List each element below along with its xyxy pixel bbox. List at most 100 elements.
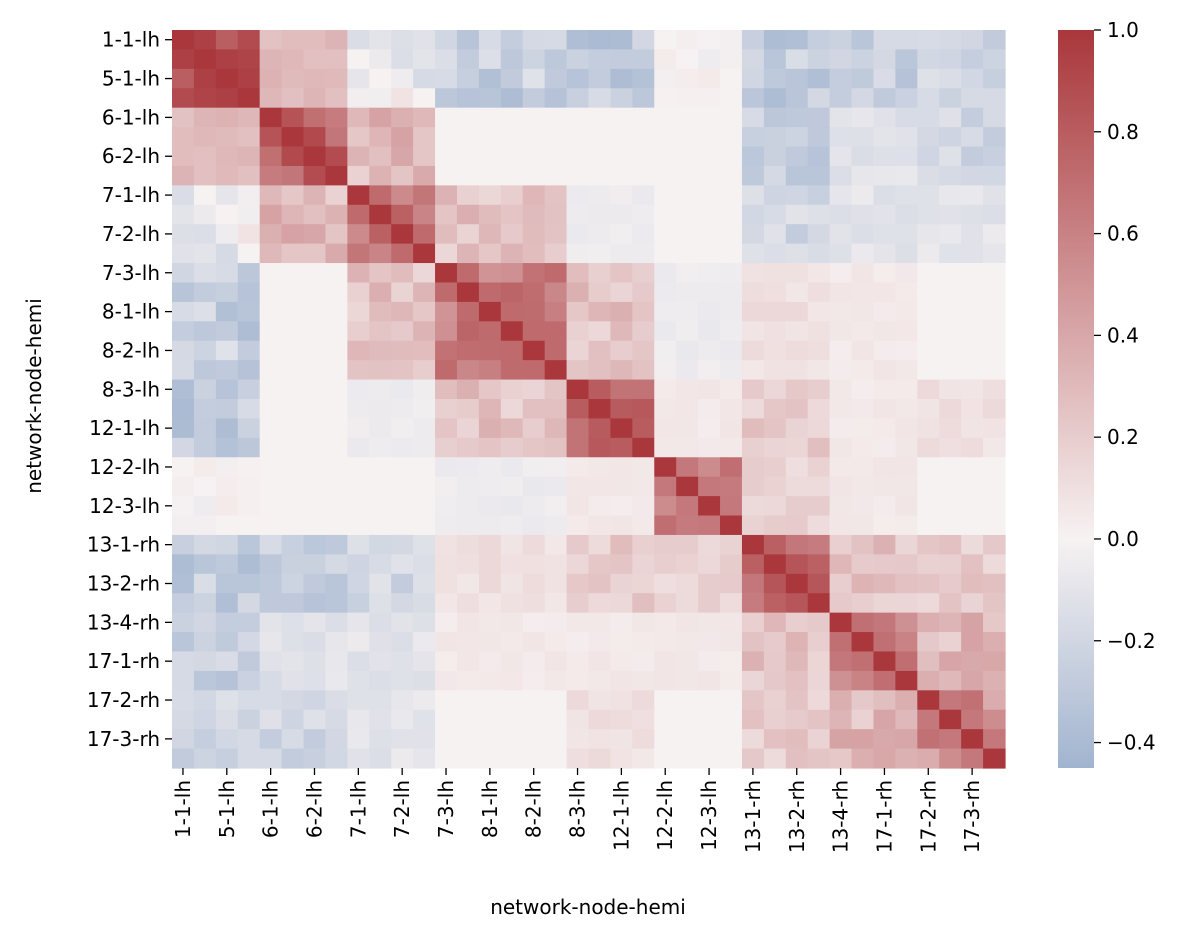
heatmap-cell [544, 30, 568, 51]
heatmap-cell [939, 340, 962, 361]
heatmap-cell [698, 748, 721, 769]
heatmap-cell [237, 554, 261, 575]
x-tick-label: 12-2-lh [653, 780, 677, 851]
heatmap-cell [456, 534, 480, 555]
heatmap-cell [763, 437, 787, 458]
heatmap-cell [566, 88, 590, 109]
heatmap-cell [281, 282, 305, 303]
heatmap-cell [895, 263, 918, 284]
heatmap-cell [544, 204, 568, 225]
heatmap-cell [939, 496, 962, 517]
x-axis-ticks: 1-1-lh 5-1-lh 6-1-lh 6-2-lh 7-1-lh 7-2-lh 7-3-… [171, 768, 984, 853]
heatmap-cell [391, 651, 414, 672]
heatmap-cell [851, 224, 875, 245]
y-tick-label: 12-2-lh [89, 455, 160, 479]
heatmap-cell [698, 709, 721, 730]
heatmap-cell [763, 573, 787, 594]
heatmap-cell [632, 127, 655, 148]
heatmap-cell [500, 418, 524, 439]
heatmap-cell [544, 476, 568, 497]
heatmap-cell [829, 263, 853, 284]
heatmap-cell [851, 729, 875, 750]
heatmap-cell [369, 379, 392, 400]
heatmap-cell [588, 165, 612, 186]
heatmap-cell [720, 146, 743, 167]
heatmap-cell [785, 360, 809, 381]
heatmap-cell [763, 457, 787, 478]
heatmap-cell [522, 612, 546, 633]
heatmap-cell [391, 476, 414, 497]
heatmap-cell [435, 612, 458, 633]
heatmap-cell [281, 437, 305, 458]
heatmap-cell [172, 321, 195, 342]
heatmap-cell [215, 534, 239, 555]
heatmap-cell [172, 263, 195, 284]
heatmap-cell [215, 496, 239, 517]
heatmap-cell [478, 165, 502, 186]
heatmap-cell [698, 49, 721, 70]
heatmap-cell [193, 127, 217, 148]
heatmap-cell [456, 709, 480, 730]
heatmap-cell [303, 301, 327, 322]
heatmap-cell [172, 690, 195, 711]
heatmap-cell [237, 321, 261, 342]
heatmap-cell [172, 88, 195, 109]
heatmap-cell [939, 476, 962, 497]
heatmap-cell [193, 379, 217, 400]
heatmap-cell [632, 146, 655, 167]
heatmap-cell [720, 282, 743, 303]
heatmap-cell [500, 709, 524, 730]
heatmap-cell [391, 573, 414, 594]
heatmap-cell [895, 49, 918, 70]
heatmap-cell [544, 165, 568, 186]
heatmap-cell [193, 165, 217, 186]
heatmap-cell [873, 185, 896, 206]
y-tick-label: 8-2-lh [102, 338, 160, 362]
heatmap-cell [325, 30, 348, 51]
heatmap-cell [456, 30, 480, 51]
y-tick-label: 1-1-lh [102, 28, 160, 52]
heatmap-cell [785, 243, 809, 264]
heatmap-cell [369, 360, 392, 381]
heatmap-cell [851, 340, 875, 361]
heatmap-cell [785, 476, 809, 497]
heatmap-cell [939, 88, 962, 109]
heatmap-cell [369, 146, 392, 167]
colorbar-tick-label: 0.6 [1107, 222, 1139, 246]
heatmap-cell [917, 127, 940, 148]
heatmap-cell [522, 476, 546, 497]
heatmap-cell [917, 729, 940, 750]
heatmap-cell [456, 399, 480, 420]
heatmap-cell [347, 379, 370, 400]
heatmap-cell [698, 360, 721, 381]
heatmap-cell [391, 146, 414, 167]
heatmap-cell [632, 49, 655, 70]
heatmap-cell [237, 301, 261, 322]
heatmap-cell [741, 282, 765, 303]
heatmap-cell [610, 515, 633, 536]
heatmap-cell [632, 496, 655, 517]
heatmap-cell [435, 263, 458, 284]
heatmap-cell [369, 612, 392, 633]
heatmap-cell [500, 68, 524, 89]
heatmap-cell [215, 399, 239, 420]
heatmap-cell [193, 573, 217, 594]
heatmap-cell [632, 360, 655, 381]
heatmap-cell [413, 612, 436, 633]
heatmap-cell [259, 263, 283, 284]
heatmap-cell [785, 709, 809, 730]
heatmap-cell [720, 709, 743, 730]
heatmap-cell [522, 593, 546, 614]
heatmap-cell [741, 49, 765, 70]
heatmap-cell [829, 127, 853, 148]
heatmap-cell [325, 301, 348, 322]
heatmap-cell [961, 399, 984, 420]
heatmap-cell [281, 632, 305, 653]
heatmap-cell [654, 573, 677, 594]
heatmap-cell [544, 670, 568, 691]
heatmap-cell [829, 573, 853, 594]
heatmap-cell [939, 573, 962, 594]
heatmap-cell [500, 243, 524, 264]
heatmap-cell [237, 165, 261, 186]
heatmap-cell [698, 496, 721, 517]
